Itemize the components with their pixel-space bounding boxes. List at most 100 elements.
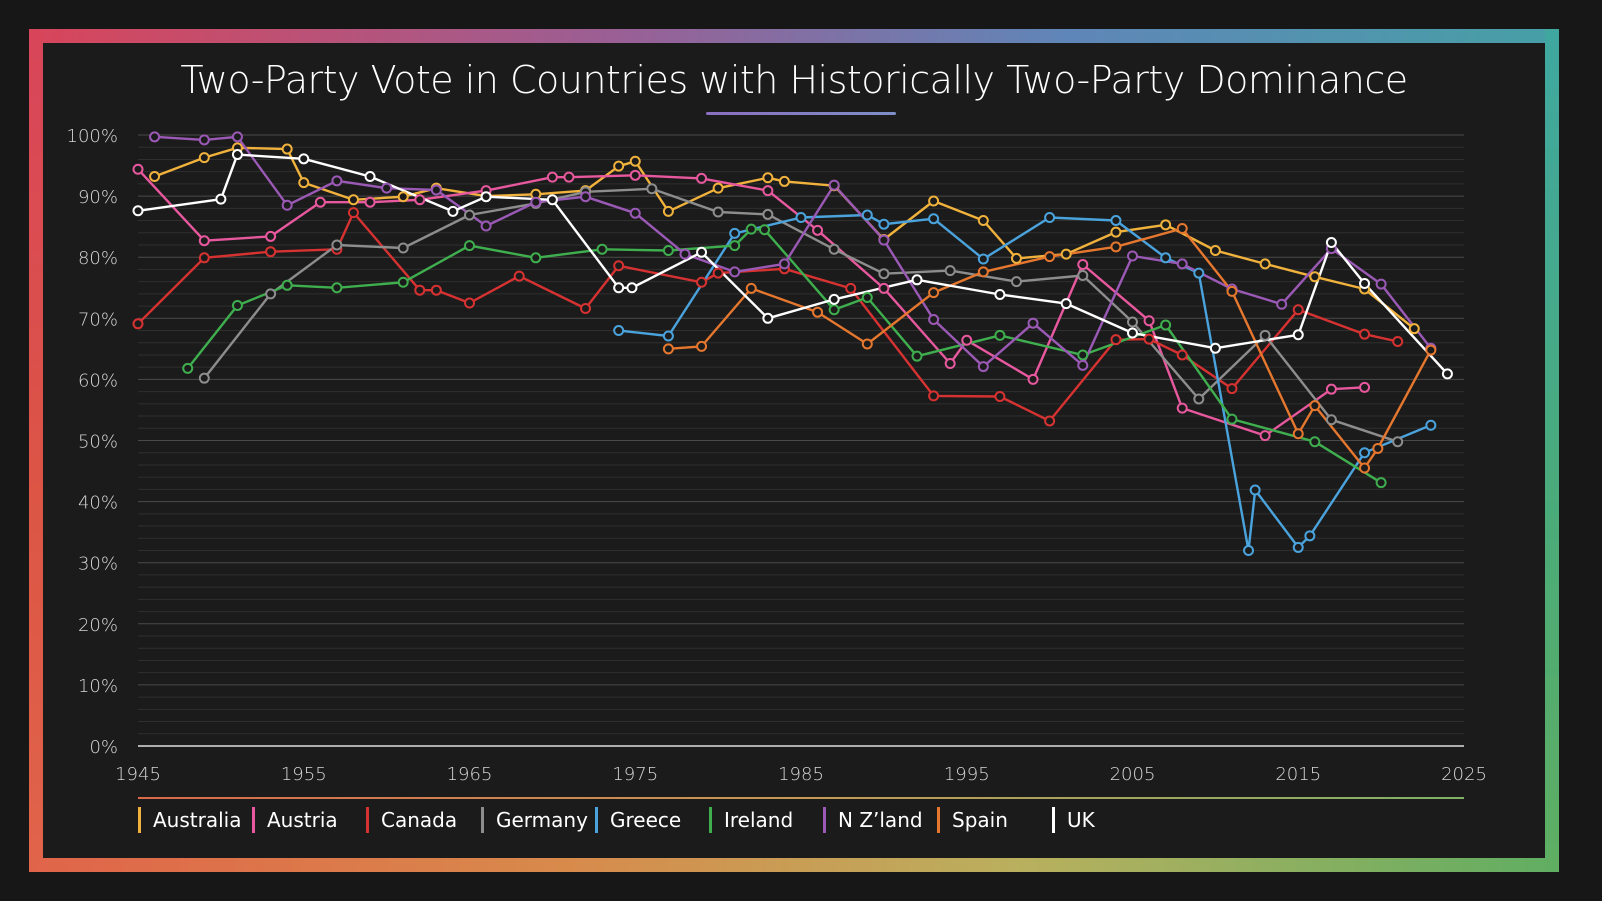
data-point-canada — [1176, 349, 1188, 361]
series-line-spain — [668, 227, 1432, 470]
data-point-ireland — [182, 362, 194, 374]
data-point-germany — [1325, 414, 1337, 426]
data-point-greece — [1044, 211, 1056, 223]
data-point-australia — [281, 143, 293, 155]
data-point-australia — [629, 155, 641, 167]
data-point-austria — [1027, 373, 1039, 385]
data-point-austria — [1259, 430, 1271, 442]
data-point-germany — [1127, 316, 1138, 328]
data-point-australia — [1259, 258, 1271, 270]
data-point-germany — [198, 372, 210, 384]
data-point-uk — [1292, 329, 1304, 341]
data-point-austria — [563, 171, 575, 183]
data-point-austria — [198, 235, 210, 247]
series-line-uk — [137, 153, 1449, 375]
legend-label: Germany — [496, 808, 588, 832]
legend-label: Spain — [952, 808, 1008, 832]
data-point-uk — [480, 191, 492, 203]
data-point-canada — [928, 390, 940, 402]
data-point-canada — [1143, 333, 1155, 345]
data-point-n-z-land — [679, 248, 691, 260]
title-underline — [706, 112, 896, 115]
legend-label: Australia — [153, 808, 242, 832]
data-point-uk — [231, 149, 243, 161]
data-point-spain — [928, 287, 940, 299]
data-point-ireland — [662, 244, 674, 256]
data-point-canada — [1044, 415, 1056, 427]
data-point-n-z-land — [580, 191, 592, 203]
data-point-greece — [861, 209, 873, 221]
data-point-germany — [944, 265, 956, 277]
data-point-n-z-land — [878, 234, 890, 246]
data-point-austria — [414, 194, 426, 206]
data-point-spain — [977, 266, 989, 278]
legend-item-ireland: Ireland — [709, 805, 793, 835]
data-point-austria — [364, 196, 376, 208]
legend-label: Canada — [381, 808, 458, 832]
data-point-n-z-land — [231, 131, 243, 143]
data-point-n-z-land — [281, 199, 293, 211]
data-point-australia — [928, 195, 940, 207]
legend-item-germany: Germany — [481, 805, 588, 835]
data-point-spain — [861, 338, 873, 350]
data-point-germany — [646, 183, 658, 195]
data-point-canada — [347, 207, 359, 219]
legend: Australia Austria Canada Germany Greece Irela… — [0, 805, 1602, 837]
legend-item-canada: Canada — [366, 805, 457, 835]
data-point-ireland — [464, 240, 475, 252]
data-point-n-z-land — [331, 175, 343, 187]
series-line-germany — [203, 187, 1399, 443]
data-point-spain — [745, 282, 757, 294]
data-point-n-z-land — [149, 131, 161, 143]
legend-swatch — [1052, 807, 1055, 833]
y-tick-label: 30% — [78, 554, 118, 575]
data-point-canada — [994, 391, 1006, 403]
legend-item-australia: Australia — [138, 805, 241, 835]
data-point-uk — [215, 193, 227, 205]
legend-item-n-z-land: N Z’land — [823, 805, 923, 835]
data-point-canada — [613, 260, 625, 272]
data-point-australia — [298, 177, 310, 189]
data-point-australia — [712, 182, 724, 194]
series-line-greece — [618, 213, 1432, 552]
y-tick-label: 0% — [89, 737, 118, 758]
data-point-uk — [911, 274, 923, 286]
data-point-spain — [1176, 222, 1188, 234]
data-point-australia — [1160, 219, 1172, 231]
data-point-ireland — [729, 240, 741, 252]
legend-swatch — [366, 807, 369, 833]
data-point-austria — [265, 230, 277, 242]
data-point-austria — [1077, 259, 1089, 271]
data-point-austria — [812, 224, 824, 236]
legend-item-spain: Spain — [937, 805, 1008, 835]
data-point-uk — [298, 153, 310, 165]
x-tick-label: 1955 — [281, 764, 327, 785]
legend-label: UK — [1067, 808, 1095, 832]
data-point-greece — [1292, 541, 1304, 553]
data-point-uk — [828, 293, 840, 305]
data-point-greece — [928, 213, 940, 225]
data-point-ireland — [397, 276, 409, 288]
data-point-greece — [1160, 252, 1172, 264]
data-point-germany — [397, 242, 409, 254]
data-point-ireland — [1160, 319, 1172, 331]
data-point-uk — [626, 282, 638, 294]
data-point-austria — [546, 171, 558, 183]
data-point-uk — [762, 312, 774, 324]
data-point-greece — [662, 330, 674, 342]
legend-item-uk: UK — [1052, 805, 1095, 835]
data-point-greece — [1359, 447, 1371, 459]
legend-divider — [138, 797, 1464, 799]
data-point-australia — [613, 160, 625, 172]
legend-label: Ireland — [724, 808, 794, 832]
frame-right-border — [1545, 29, 1559, 872]
data-point-greece — [1193, 267, 1205, 279]
data-point-australia — [1060, 248, 1072, 260]
data-point-australia — [1209, 244, 1221, 256]
data-point-canada — [712, 267, 724, 279]
x-tick-label: 1975 — [612, 764, 658, 785]
data-point-n-z-land — [629, 207, 641, 219]
data-point-germany — [1077, 270, 1089, 282]
x-tick-label: 1985 — [778, 764, 824, 785]
